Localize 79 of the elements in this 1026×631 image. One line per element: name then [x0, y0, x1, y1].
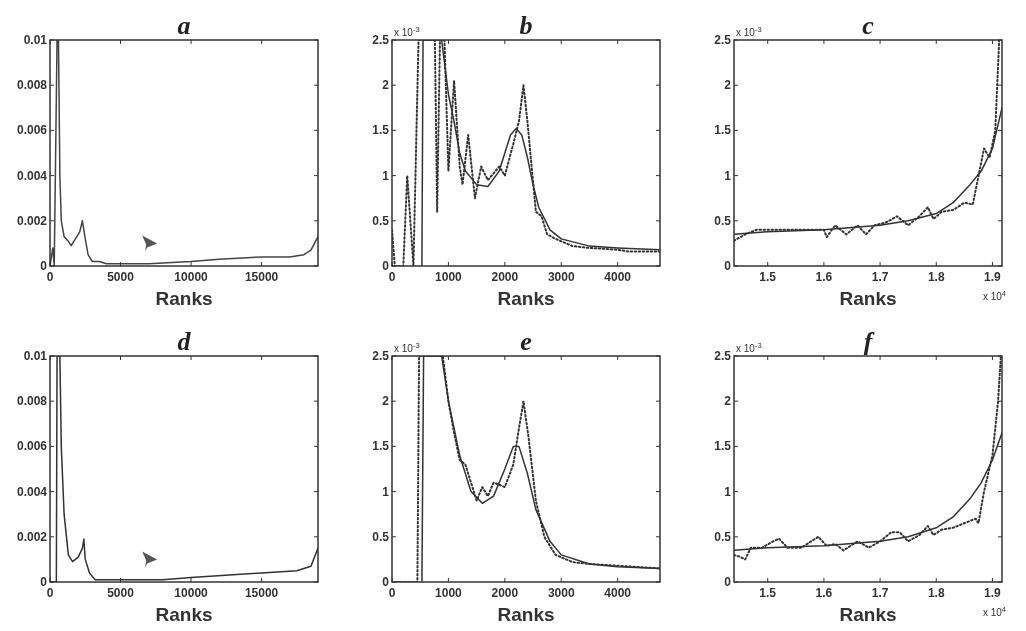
y-tick-label: 2 — [724, 78, 732, 93]
text: x 10$^{4}$ — [982, 288, 1006, 302]
y-tick-label: 0.004 — [16, 168, 48, 183]
x-tick-label: 1.9 — [984, 270, 1002, 284]
y-tick-label: 0 — [40, 575, 48, 589]
y-tick-label: 0 — [382, 575, 390, 589]
y-tick-label: 1.5 — [714, 439, 732, 454]
x-tick-label: 1.7 — [871, 270, 889, 284]
x-tick-label: 1.7 — [871, 586, 889, 600]
y-tick-label: 2 — [382, 394, 390, 409]
chart-title: f — [863, 327, 875, 356]
y-tick-label: 2.5 — [372, 33, 390, 47]
x-axis-title: Ranks — [155, 604, 213, 625]
x-tick-label: 15000 — [244, 586, 279, 600]
y-tick-label: 1 — [724, 168, 732, 183]
y-tick-label: 1.5 — [372, 123, 390, 138]
y-tick-label: 0 — [40, 259, 48, 273]
x-tick-label: 1.8 — [927, 270, 945, 284]
x-axis-title: Ranks — [155, 288, 213, 309]
y-tick-label: 1 — [382, 484, 390, 499]
chart-title: b — [519, 11, 533, 40]
x-tick-label: 1.5 — [759, 270, 777, 284]
y-tick-label: 0.5 — [714, 213, 732, 228]
text: x 10$^{-3}$ — [736, 24, 762, 38]
x-axis-title: Ranks — [497, 604, 555, 625]
y-tick-label: 1 — [382, 168, 390, 183]
x-axis-title: Ranks — [839, 288, 897, 309]
x-axis-title: Ranks — [497, 288, 555, 309]
y-tick-label: 0.006 — [16, 439, 48, 454]
text: x 10$^{-3}$ — [394, 340, 420, 354]
y-tick-label: 0 — [382, 259, 390, 273]
x-tick-label: 2000 — [491, 270, 519, 284]
x-tick-label: 10000 — [174, 586, 209, 600]
x-tick-label: 1.5 — [759, 586, 777, 600]
y-tick-label: 2.5 — [714, 33, 732, 47]
y-tick-label: 0 — [724, 575, 732, 589]
y-tick-label: 0.01 — [23, 33, 48, 47]
x-tick-label: 4000 — [604, 270, 632, 284]
y-tick-label: 2.5 — [372, 349, 390, 363]
x-tick-label: 3000 — [547, 586, 575, 600]
y-tick-label: 2 — [724, 394, 732, 409]
x-tick-label: 4000 — [604, 586, 632, 600]
y-tick-label: 0.5 — [372, 213, 390, 228]
x-tick-label: 1000 — [435, 270, 463, 284]
text: x 10$^{4}$ — [982, 604, 1006, 618]
x-tick-label: 5000 — [107, 270, 135, 284]
y-tick-label: 1.5 — [372, 439, 390, 454]
y-tick-label: 0.004 — [16, 484, 48, 499]
x-tick-label: 10000 — [174, 270, 209, 284]
text: x 10$^{-3}$ — [736, 340, 762, 354]
y-tick-label: 0.008 — [16, 394, 48, 409]
x-tick-label: 1.6 — [815, 586, 833, 600]
chart-title: c — [862, 11, 875, 40]
x-tick-label: 1000 — [435, 586, 463, 600]
y-tick-label: 0 — [724, 259, 732, 273]
chart-title: e — [520, 327, 532, 356]
y-tick-label: 2 — [382, 78, 390, 93]
x-tick-label: 1.9 — [984, 586, 1002, 600]
y-tick-label: 0.5 — [372, 529, 390, 544]
y-tick-label: 0.006 — [16, 123, 48, 138]
y-tick-label: 0.002 — [16, 529, 48, 544]
x-tick-label: 5000 — [107, 586, 135, 600]
x-tick-label: 2000 — [491, 586, 519, 600]
y-tick-label: 2.5 — [714, 349, 732, 363]
x-tick-label: 15000 — [244, 270, 279, 284]
text: x 10$^{-3}$ — [394, 24, 420, 38]
chart-title: d — [177, 327, 192, 356]
y-tick-label: 0.002 — [16, 213, 48, 228]
x-tick-label: 3000 — [547, 270, 575, 284]
y-tick-label: 1 — [724, 484, 732, 499]
y-tick-label: 0.008 — [16, 78, 48, 93]
x-tick-label: 1.6 — [815, 270, 833, 284]
y-tick-label: 0.5 — [714, 529, 732, 544]
x-axis-title: Ranks — [839, 604, 897, 625]
x-tick-label: 1.8 — [927, 586, 945, 600]
y-tick-label: 1.5 — [714, 123, 732, 138]
chart-title: a — [177, 11, 191, 40]
line-series — [50, 40, 318, 266]
y-tick-label: 0.01 — [23, 349, 48, 363]
